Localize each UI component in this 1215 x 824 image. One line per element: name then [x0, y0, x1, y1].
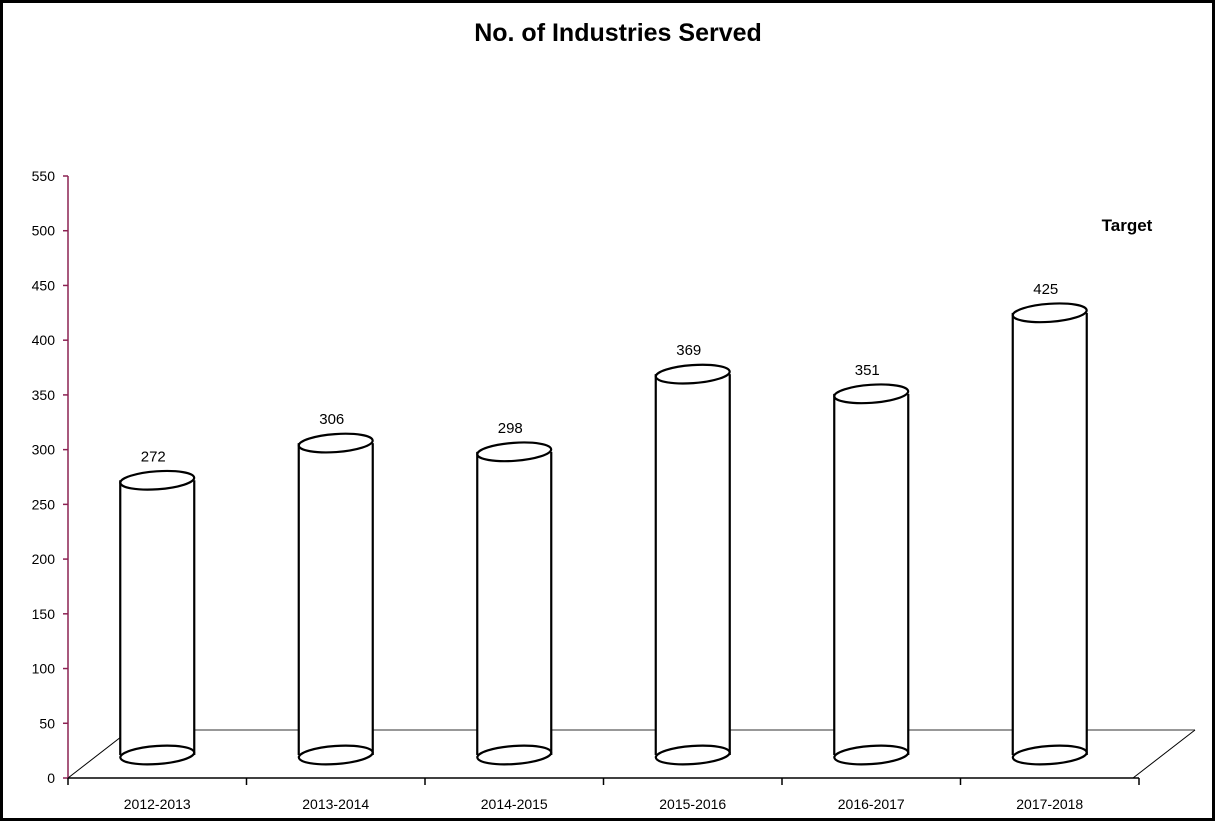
bar-top: [1011, 302, 1088, 324]
bar-body: [655, 374, 730, 755]
data-label: 351: [855, 362, 880, 379]
x-tick-label: 2012-2013: [124, 796, 191, 812]
y-tick-label: 150: [32, 606, 56, 622]
bar-body: [477, 451, 552, 755]
x-tick-label: 2016-2017: [838, 796, 905, 812]
bars: [119, 302, 1088, 766]
y-tick-label: 250: [32, 496, 56, 512]
bar-body: [834, 393, 909, 755]
bar: [654, 363, 731, 766]
bar-top: [833, 383, 910, 405]
bar-body: [1012, 312, 1087, 755]
data-label: 425: [1033, 281, 1058, 298]
bar-base: [297, 744, 374, 766]
data-label: 272: [141, 448, 166, 465]
bar: [297, 432, 374, 766]
bar-top: [654, 363, 731, 385]
y-tick-label: 500: [32, 223, 56, 239]
chart-svg: No. of Industries Served 0 50 100 150 200 250…: [32, 19, 1196, 812]
x-tick-label: 2013-2014: [302, 796, 369, 812]
bar-base: [476, 744, 553, 766]
y-tick-label: 0: [47, 770, 55, 786]
y-tick-label: 100: [32, 661, 56, 677]
bar-top: [297, 432, 374, 454]
bar-body: [120, 480, 195, 755]
data-label: 369: [676, 342, 701, 359]
y-tick-label: 550: [32, 168, 56, 184]
x-tick-label: 2015-2016: [659, 796, 726, 812]
y-tick-label: 200: [32, 551, 56, 567]
y-tick-label: 450: [32, 277, 56, 293]
bar-base: [1011, 744, 1088, 766]
bar-base: [119, 744, 196, 766]
data-label: 298: [498, 420, 523, 437]
bar-base: [654, 744, 731, 766]
data-labels: 272 306 298 369 351 425: [141, 281, 1059, 465]
x-tick-label: 2014-2015: [481, 796, 548, 812]
bar-base: [833, 744, 910, 766]
bar-top: [119, 469, 196, 491]
bar-top: [476, 441, 553, 463]
y-tick-label: 50: [39, 715, 55, 731]
bar: [476, 441, 553, 766]
bar: [833, 383, 910, 766]
y-tick-label: 400: [32, 332, 56, 348]
bar: [1011, 302, 1088, 766]
axes: 0 50 100 150 200 250 300 350 400 450 500 550 2012-20…: [32, 168, 1140, 812]
bar: [119, 469, 196, 766]
y-tick-label: 350: [32, 387, 56, 403]
chart-title: No. of Industries Served: [474, 19, 762, 47]
floor-right-edge: [1132, 729, 1196, 779]
x-tick-label: 2017-2018: [1016, 796, 1083, 812]
target-annotation: Target: [1102, 216, 1153, 235]
y-tick-label: 300: [32, 442, 56, 458]
data-label: 306: [319, 411, 344, 428]
bar-body: [298, 443, 373, 755]
